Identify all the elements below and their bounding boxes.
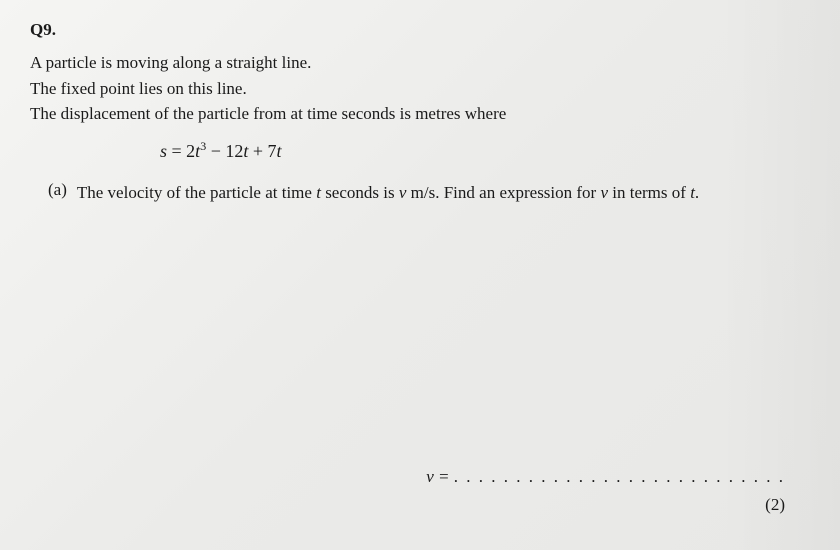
pa-var-v2: v [600,183,608,202]
pa-text-5: . [695,183,699,202]
part-a-label: (a) [48,180,67,200]
intro-line-3: The displacement of the particle from at… [30,101,810,127]
answer-area: v = . . . . . . . . . . . . . . . . . . … [426,467,785,515]
eq-term2-coef: 12 [225,141,243,161]
question-intro: A particle is moving along a straight li… [30,50,810,127]
intro-line-2: The fixed point lies on this line. [30,76,810,102]
answer-line: v = . . . . . . . . . . . . . . . . . . … [426,467,785,487]
eq-op2: + [248,141,267,161]
eq-equals: = [167,141,186,161]
intro-line-1: A particle is moving along a straight li… [30,50,810,76]
pa-text-2: seconds is [321,183,399,202]
part-a-text: The velocity of the particle at time t s… [77,180,699,206]
pa-text-4: in terms of [608,183,690,202]
eq-term3-coef: 7 [268,141,277,161]
question-number: Q9. [30,20,810,40]
pa-text-3: m/s. Find an expression for [406,183,600,202]
eq-term1-coef: 2 [186,141,195,161]
answer-dots: . . . . . . . . . . . . . . . . . . . . … [454,467,785,486]
answer-equals: = [434,467,454,486]
eq-lhs-var: s [160,141,167,161]
eq-op1: − [206,141,225,161]
answer-var: v [426,467,434,486]
part-a: (a) The velocity of the particle at time… [48,180,810,206]
pa-text-1: The velocity of the particle at time [77,183,316,202]
displacement-equation: s = 2t3 − 12t + 7t [160,139,810,162]
marks: (2) [426,495,785,515]
eq-term3-var: t [277,141,282,161]
